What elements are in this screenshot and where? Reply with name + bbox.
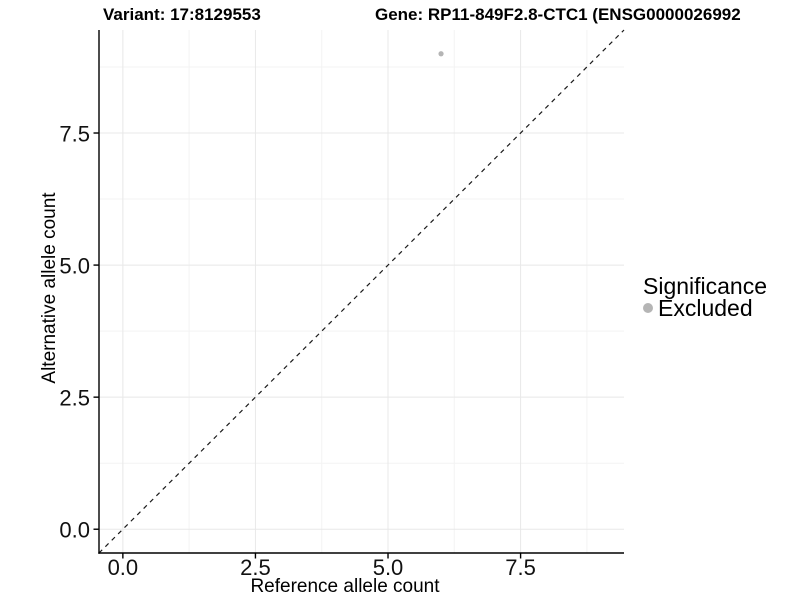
legend-entry-label: Excluded bbox=[658, 295, 753, 321]
legend: Significance Excluded bbox=[643, 273, 768, 321]
gene-title: Gene: RP11-849F2.8-CTC1 (ENSG0000026992 bbox=[375, 5, 741, 24]
legend-key-dot bbox=[643, 303, 653, 313]
x-tick-label: 7.5 bbox=[505, 555, 536, 580]
x-tick-label: 5.0 bbox=[373, 555, 404, 580]
x-tick-label: 2.5 bbox=[240, 555, 271, 580]
y-tick-label: 0.0 bbox=[59, 518, 90, 543]
variant-title: Variant: 17:8129553 bbox=[103, 5, 261, 24]
y-tick-label: 7.5 bbox=[59, 122, 90, 147]
x-axis-title: Reference allele count bbox=[250, 576, 440, 597]
y-tick-label: 5.0 bbox=[59, 254, 90, 279]
legend-entry: Excluded bbox=[643, 295, 767, 321]
legend-title: Significance bbox=[643, 273, 768, 299]
x-tick-label: 0.0 bbox=[108, 555, 139, 580]
data-point bbox=[438, 51, 444, 57]
identity-line bbox=[98, 29, 625, 554]
y-tick-label: 2.5 bbox=[59, 386, 90, 411]
y-axis-title: Alternative allele count bbox=[39, 192, 60, 384]
